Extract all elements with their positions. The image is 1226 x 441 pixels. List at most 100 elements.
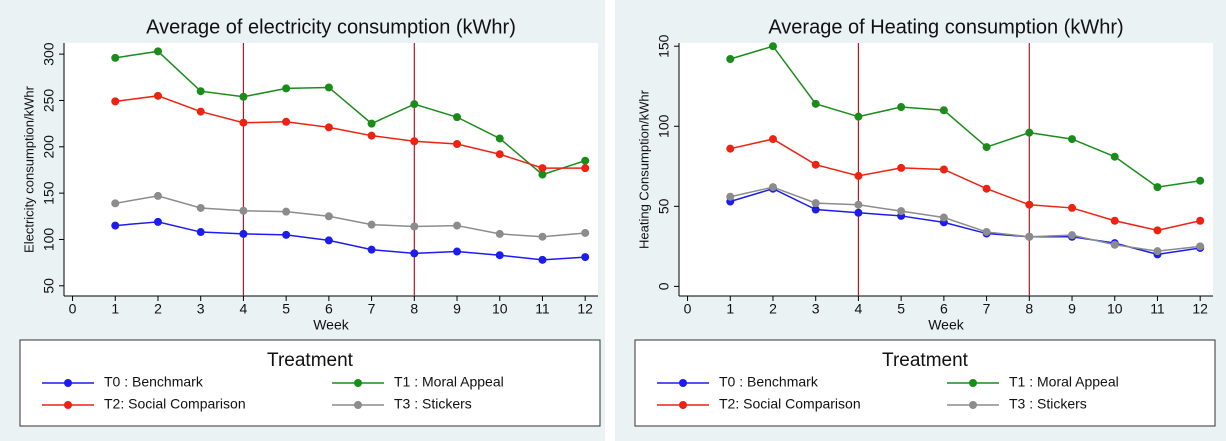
point <box>1153 183 1162 192</box>
point <box>196 203 205 212</box>
point <box>939 165 948 174</box>
series-line <box>115 195 586 238</box>
x-tick-label: 9 <box>453 301 461 317</box>
point <box>410 249 419 258</box>
point <box>453 247 462 256</box>
legend-label: T1 : Moral Appeal <box>1009 374 1119 390</box>
point <box>239 229 248 238</box>
x-tick-label: 8 <box>410 301 418 317</box>
point <box>324 236 333 245</box>
point <box>1110 216 1119 225</box>
y-tick-label: 150 <box>656 34 672 58</box>
point <box>897 103 906 112</box>
point <box>726 144 735 153</box>
x-tick-label: 7 <box>368 301 376 317</box>
point <box>367 245 376 254</box>
x-tick-label: 10 <box>492 301 508 317</box>
point <box>239 118 248 127</box>
point <box>324 83 333 92</box>
point <box>367 220 376 229</box>
point <box>897 163 906 172</box>
point <box>239 92 248 101</box>
legend-label: T2: Social Comparison <box>104 396 246 412</box>
chart-panel: Average of Heating consumption (kWhr) Wee… <box>615 0 1226 441</box>
point <box>153 217 162 226</box>
x-tick-label: 2 <box>154 301 162 317</box>
y-axis-title: Heating Consumption/kWhr <box>636 89 651 249</box>
point <box>581 164 590 173</box>
legend-marker <box>64 401 72 409</box>
x-tick-label: 5 <box>282 301 290 317</box>
point <box>111 97 120 106</box>
legend-label: T1 : Moral Appeal <box>394 374 504 390</box>
point <box>196 228 205 237</box>
point <box>811 205 820 214</box>
point <box>854 208 863 217</box>
point <box>538 164 547 173</box>
point <box>939 213 948 222</box>
point <box>111 53 120 62</box>
legend-marker <box>64 379 72 387</box>
point <box>726 192 735 201</box>
point <box>811 199 820 208</box>
legend-label: T0 : Benchmark <box>719 374 819 390</box>
point <box>1068 231 1077 240</box>
x-tick-label: 11 <box>1150 301 1165 317</box>
point <box>282 230 291 239</box>
x-tick-label: 4 <box>855 301 863 317</box>
point <box>324 123 333 132</box>
point <box>1025 232 1034 241</box>
point <box>1025 128 1034 137</box>
x-tick-label: 0 <box>69 301 77 317</box>
point <box>196 87 205 96</box>
x-tick-label: 10 <box>1107 301 1123 317</box>
x-tick-label: 3 <box>812 301 820 317</box>
legend-label: T0 : Benchmark <box>104 374 204 390</box>
chart-title: Average of electricity consumption (kWhr… <box>146 16 516 38</box>
point <box>282 207 291 216</box>
point <box>1110 152 1119 161</box>
legend-marker <box>969 379 977 387</box>
point <box>153 191 162 200</box>
point <box>1025 200 1034 209</box>
x-axis-title: Week <box>928 317 965 333</box>
point <box>581 228 590 237</box>
legend-box <box>19 339 601 427</box>
point <box>196 107 205 116</box>
point <box>410 222 419 231</box>
point <box>453 113 462 122</box>
plot-area <box>64 43 598 296</box>
point <box>982 143 991 152</box>
x-tick-label: 5 <box>897 301 905 317</box>
point <box>939 106 948 115</box>
point <box>1196 216 1205 225</box>
point <box>410 137 419 146</box>
series-line <box>115 50 586 176</box>
legend-label: T3 : Stickers <box>394 396 472 412</box>
x-tick-label: 11 <box>535 301 550 317</box>
point <box>581 253 590 262</box>
point <box>495 229 504 238</box>
legend-marker <box>354 401 362 409</box>
point <box>453 140 462 149</box>
legend-box <box>634 339 1216 427</box>
point <box>897 207 906 216</box>
point <box>111 221 120 230</box>
point <box>581 156 590 165</box>
point <box>982 227 991 236</box>
legend-marker <box>969 401 977 409</box>
y-tick-label: 50 <box>656 198 672 214</box>
point <box>1068 203 1077 212</box>
legend-marker <box>679 401 687 409</box>
point <box>1068 135 1077 144</box>
point <box>1196 242 1205 251</box>
point <box>768 42 777 51</box>
x-tick-label: 1 <box>111 301 119 317</box>
legend-title: Treatment <box>267 350 354 371</box>
legend-label: T3 : Stickers <box>1009 396 1087 412</box>
point <box>495 134 504 143</box>
x-tick-label: 2 <box>769 301 777 317</box>
point <box>982 184 991 193</box>
point <box>367 131 376 140</box>
chart-panel: Average of electricity consumption (kWhr… <box>0 0 605 441</box>
